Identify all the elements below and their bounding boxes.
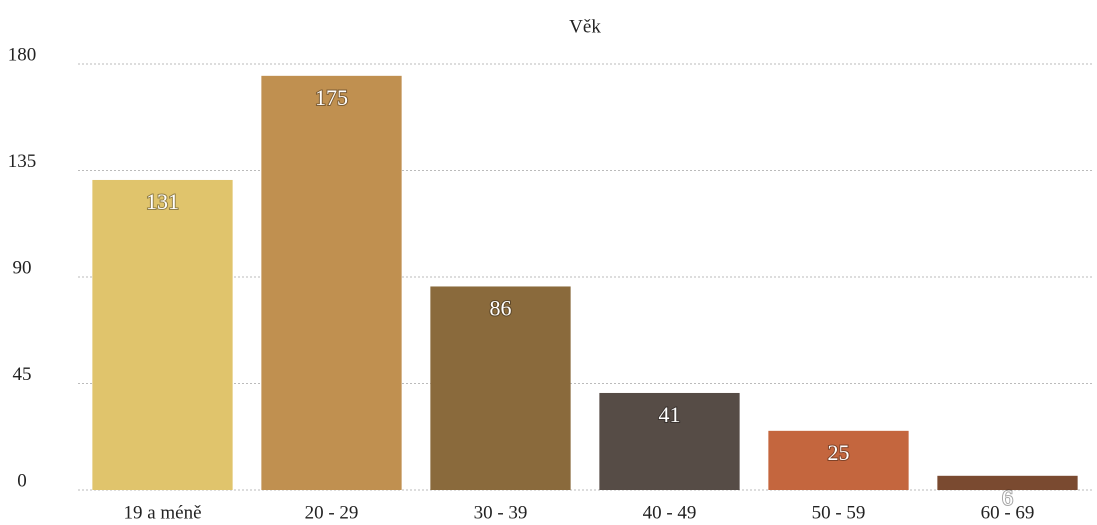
value-label: 41 [659,402,681,427]
value-label: 6 [1002,485,1013,510]
bar [261,75,402,490]
bar [430,286,571,490]
bar [92,179,233,490]
chart-title: Věk [569,16,601,37]
value-label: 131 [146,189,179,214]
y-tick-label: 0 [17,470,27,491]
bar [937,475,1078,490]
y-tick-label: 135 [8,151,37,172]
value-label: 25 [828,440,850,465]
bar [599,392,740,490]
y-tick-label: 45 [13,364,32,385]
x-tick-label: 19 a méně [123,502,201,523]
x-tick-label: 60 - 69 [981,502,1035,523]
y-tick-label: 180 [8,44,37,65]
x-tick-label: 20 - 29 [305,502,359,523]
value-label: 86 [490,296,512,321]
x-tick-label: 40 - 49 [643,502,697,523]
bar [768,430,909,490]
value-label: 175 [315,85,348,110]
x-tick-label: 50 - 59 [812,502,866,523]
y-tick-label: 90 [13,257,32,278]
x-tick-label: 30 - 39 [474,502,528,523]
